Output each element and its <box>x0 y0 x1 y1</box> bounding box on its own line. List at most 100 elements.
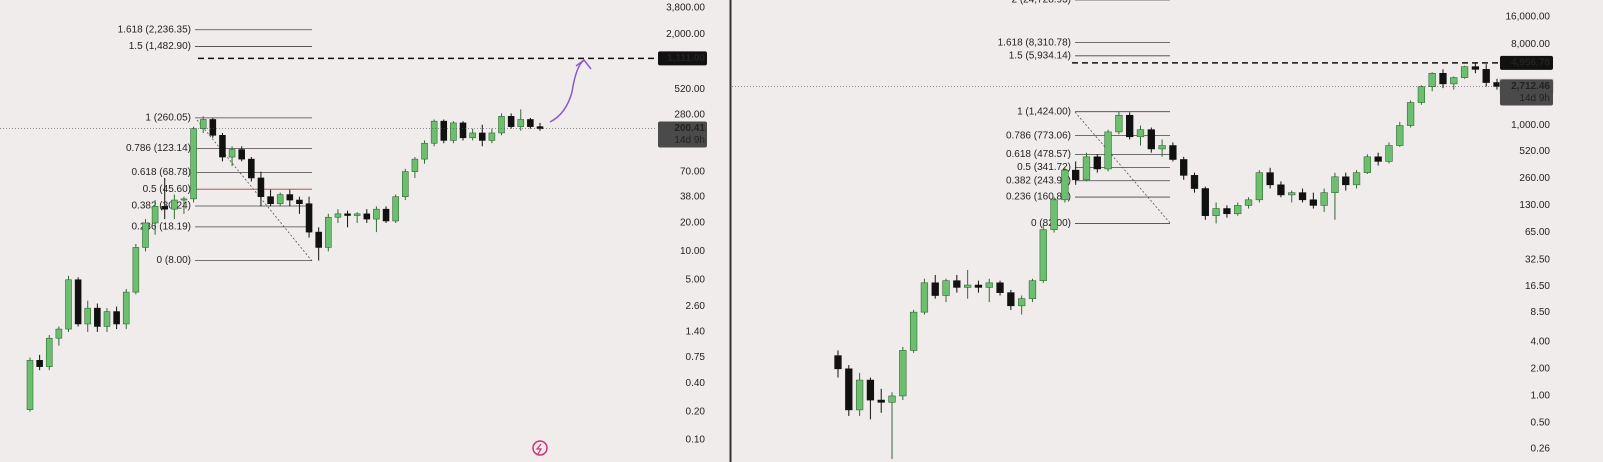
drawn-arrow-head <box>575 58 592 70</box>
candle-body <box>55 328 63 339</box>
y-tick-label: 0.40 <box>686 378 706 389</box>
fib-level-label: 0.786 (773.06) <box>1006 130 1071 141</box>
candle-body <box>450 122 457 141</box>
candle-body <box>1244 199 1253 206</box>
candle-body <box>257 177 265 197</box>
fib-level-label: 2 (24,728.93) <box>1012 0 1072 6</box>
candle-body <box>909 311 918 351</box>
fib-level-label: 0.382 (243.99) <box>1006 175 1071 186</box>
y-tick-label: 10.00 <box>680 246 705 257</box>
candle-body <box>132 247 140 293</box>
candle-body <box>209 119 217 136</box>
countdown-label: 14d 9h <box>674 135 705 146</box>
y-tick-label: 2,000.00 <box>666 29 705 40</box>
y-tick-label: 70.00 <box>680 166 705 177</box>
candle-body <box>363 213 371 220</box>
candle-body <box>1190 175 1199 189</box>
candle-body <box>1417 86 1426 103</box>
alert-icon[interactable] <box>532 440 548 456</box>
y-tick-label: 520.00 <box>1519 146 1550 157</box>
fib-level-label: 1.5 (5,934.14) <box>1009 50 1071 61</box>
candle-body <box>488 132 496 141</box>
last-price-box <box>658 121 707 148</box>
y-tick-label: 0.75 <box>686 352 706 363</box>
candle-body <box>1439 72 1447 85</box>
y-tick-label: 520.00 <box>674 84 705 95</box>
candle-body <box>507 116 515 127</box>
candle-body <box>1018 298 1026 307</box>
candle-body <box>373 208 380 220</box>
candle-body <box>1298 192 1307 201</box>
candle-body <box>411 158 419 172</box>
candle-body <box>1482 69 1490 83</box>
y-tick-label: 0.20 <box>686 406 706 417</box>
candle-body <box>276 194 284 205</box>
fib-level-label: 1.5 (1,482.90) <box>129 41 191 52</box>
candle-body <box>344 213 351 216</box>
y-tick-label: 0.50 <box>1531 418 1551 429</box>
candle-body <box>1136 129 1145 138</box>
countdown-label: 14d 9h <box>1519 93 1550 104</box>
fib-level-label: 1 (1,424.00) <box>1017 106 1071 117</box>
candle-body <box>469 132 476 139</box>
candle-body <box>1007 292 1015 307</box>
candle-body <box>190 128 197 200</box>
candle-body <box>401 171 409 197</box>
candle-body <box>1374 156 1382 162</box>
candle-body <box>296 199 303 205</box>
fib-level-label: 1.618 (8,310.78) <box>998 37 1071 48</box>
candle-body <box>392 196 399 222</box>
candle-body <box>421 142 428 160</box>
fib-level-label: 1.618 (2,236.35) <box>118 24 191 35</box>
candle-body <box>834 355 842 370</box>
y-tick-label: 0.26 <box>1531 443 1551 454</box>
y-tick-label: 20.00 <box>680 218 705 229</box>
candle-body <box>527 119 534 127</box>
candle-body <box>974 284 983 288</box>
candle-body <box>45 337 53 367</box>
fib-level-label: 0.618 (68.78) <box>132 167 192 178</box>
candle-body <box>888 395 896 403</box>
candle-body <box>219 134 226 158</box>
target-price-box <box>1500 55 1553 70</box>
candle-body <box>180 198 188 201</box>
candle-body <box>920 282 929 313</box>
candle-body <box>334 213 342 218</box>
y-tick-label: 16,000.00 <box>1506 12 1551 23</box>
candle-body <box>74 279 82 325</box>
candle-body <box>1061 169 1069 201</box>
y-tick-label: 8.50 <box>1531 307 1551 318</box>
candle-body <box>985 282 993 288</box>
y-tick-label: 0.10 <box>686 435 706 446</box>
candle-body <box>517 119 525 127</box>
candle-body <box>151 206 159 224</box>
candle-body <box>1385 145 1393 162</box>
candle-body <box>228 149 236 158</box>
candle-body <box>1072 169 1080 181</box>
candle-body <box>325 216 332 248</box>
candle-body <box>866 379 875 401</box>
y-tick-label: 8,000.00 <box>1511 39 1550 50</box>
candle-body <box>1320 192 1328 206</box>
candle-body <box>382 208 390 222</box>
candle-body <box>1223 208 1231 215</box>
candle-body <box>1266 172 1274 186</box>
candle-body <box>942 280 950 296</box>
y-tick-label: 2.60 <box>686 301 706 312</box>
candle-body <box>36 360 43 367</box>
candle-body <box>1158 145 1166 150</box>
candle-body <box>1115 114 1123 133</box>
fib-level-label: 0 (8.00) <box>157 255 191 266</box>
y-tick-label: 5.00 <box>686 274 706 285</box>
candle-body <box>478 132 486 141</box>
candle-body <box>1428 72 1436 87</box>
y-tick-label: 65.00 <box>1525 227 1550 238</box>
target-price-label: 4,956.78 <box>1511 58 1550 69</box>
candle-body <box>931 282 939 296</box>
candle-body <box>1201 188 1209 216</box>
candle-body <box>1039 229 1047 281</box>
y-tick-label: 2.00 <box>1531 363 1551 374</box>
candle-body <box>1050 199 1058 230</box>
